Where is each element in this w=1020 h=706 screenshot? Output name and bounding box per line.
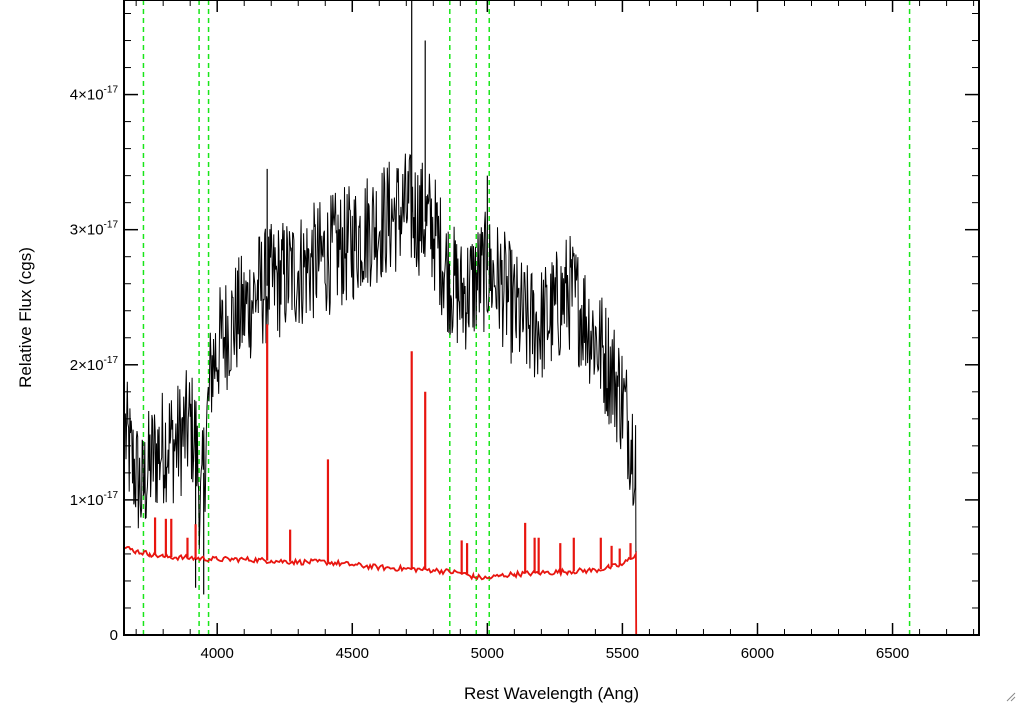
observed-spectrum-line	[124, 153, 637, 554]
observed-spectrum-series	[124, 0, 637, 595]
x-axis-title: Rest Wavelength (Ang)	[464, 684, 639, 703]
y-tick-label: 1×10-17	[70, 490, 119, 509]
x-tick-label: 6500	[876, 645, 909, 662]
y-tick-label: 3×10-17	[70, 220, 119, 239]
y-tick-label: 0	[110, 627, 118, 644]
x-tick-labels: 4000 4500 5000 5500 6000 6500	[201, 645, 910, 662]
x-tick-label: 4500	[336, 645, 369, 662]
x-tick-label: 4000	[201, 645, 234, 662]
y-tick-labels: 0 1×10-17 2×10-17 3×10-17 4×10-17	[70, 85, 119, 644]
y-tick-label: 4×10-17	[70, 85, 119, 104]
x-tick-label: 5000	[471, 645, 504, 662]
x-tick-label: 6000	[741, 645, 774, 662]
x-tick-label: 5500	[606, 645, 639, 662]
axis-ticks	[124, 0, 979, 636]
model-spectrum-line	[123, 545, 979, 636]
y-tick-label: 2×10-17	[70, 355, 119, 374]
plot-frame	[123, 0, 980, 636]
model-spectrum-series	[123, 324, 979, 636]
resize-grip-icon[interactable]	[1006, 692, 1016, 702]
y-axis-title: Relative Flux (cgs)	[16, 247, 35, 388]
